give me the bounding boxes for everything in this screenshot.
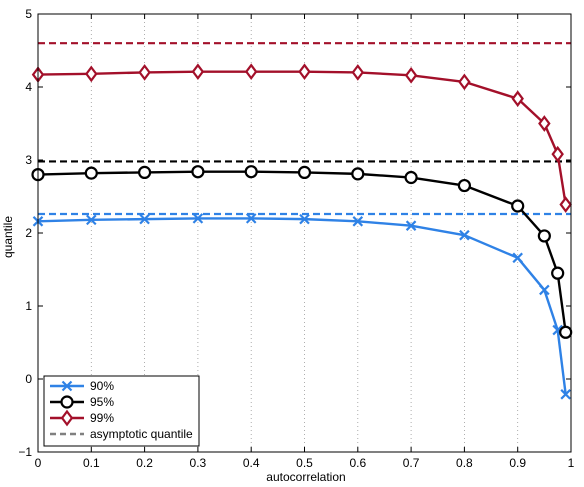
x-tick-label: 0.6 [349,456,366,470]
y-tick-label: 0 [25,372,32,386]
data-point [559,196,572,213]
legend-label: 95% [90,395,114,409]
data-point-stroke [192,213,204,224]
x-tick-label: 0.4 [243,456,260,470]
data-point [351,64,365,81]
y-tick-label: 1 [25,299,32,313]
data-point [244,63,258,81]
data-point [538,115,551,132]
data-point [351,167,365,181]
data-point-stroke [560,389,571,400]
series-x [32,213,571,400]
data-point [84,166,98,180]
data-point-stroke [139,213,150,225]
x-tick-label: 0.1 [83,456,100,470]
series-diamond [31,63,572,213]
y-tick-label: 5 [25,7,32,21]
data-point [299,213,310,225]
data-point-stroke [512,252,523,264]
data-point [405,220,417,231]
y-axis-label: quantile [1,216,15,258]
y-tick-label: −1 [18,445,32,459]
data-point [560,389,571,400]
data-point-stroke [352,216,364,227]
x-tick-label: 0.9 [509,456,526,470]
data-point [404,66,418,84]
data-point-stroke [552,324,563,336]
data-point [511,90,524,108]
data-point-stroke [299,213,310,225]
data-point [551,145,564,163]
data-point [404,170,418,185]
y-tick-label: 3 [25,153,32,167]
x-tick-label: 0.2 [136,456,153,470]
y-axis: −1 0 1 2 3 4 5 [18,7,571,459]
data-point [297,165,312,180]
data-point-stroke [405,220,417,231]
legend-item: 99% [50,409,114,427]
data-point [512,252,523,264]
legend-label: 99% [90,411,114,425]
data-point [192,213,204,224]
legend-marker [60,395,74,409]
legend-item: 95% [50,395,114,409]
data-point [458,73,471,91]
x-tick-label: 1 [568,456,575,470]
data-point [85,65,98,83]
data-point-stroke [86,214,97,226]
reference-lines [38,42,571,216]
data-point [139,213,150,225]
y-tick-label: 2 [25,226,32,240]
series-layer [31,63,573,400]
legend-marker [60,409,74,427]
legend-label: asymptotic quantile [90,427,193,441]
data-point [191,63,205,81]
legend-item: 90% [50,379,114,393]
legend-marker-stroke [61,380,73,392]
data-point [138,165,152,180]
x-tick-label: 0.3 [190,456,207,470]
data-point [86,214,97,226]
legend-marker [61,380,73,392]
data-point [245,213,257,224]
x-tick-label: 0.7 [403,456,420,470]
x-axis: 0 0.1 0.2 0.3 0.4 0.5 0.6 0.7 0.8 0.9 1 [35,14,575,470]
data-point-stroke [539,284,550,296]
legend: 90% 95% 99% asymptotic quantile [43,375,200,447]
series-circle [31,165,573,339]
data-point-stroke [459,229,470,241]
data-point [559,325,573,339]
data-point [539,284,550,296]
data-point [298,63,311,81]
data-point [138,64,151,81]
data-point [551,266,565,280]
legend-item: asymptotic quantile [50,427,193,441]
x-tick-label: 0 [35,456,42,470]
x-tick-label: 0.5 [296,456,313,470]
data-point [511,199,525,213]
data-point [537,229,551,243]
data-point [459,229,470,241]
data-point [352,216,364,227]
data-point [244,165,258,179]
data-point [191,165,205,179]
x-tick-label: 0.8 [456,456,473,470]
x-axis-label: autocorrelation [266,470,345,484]
data-point [457,178,471,193]
y-tick-label: 4 [25,80,32,94]
legend-label: 90% [90,379,114,393]
data-point-stroke [245,213,257,224]
